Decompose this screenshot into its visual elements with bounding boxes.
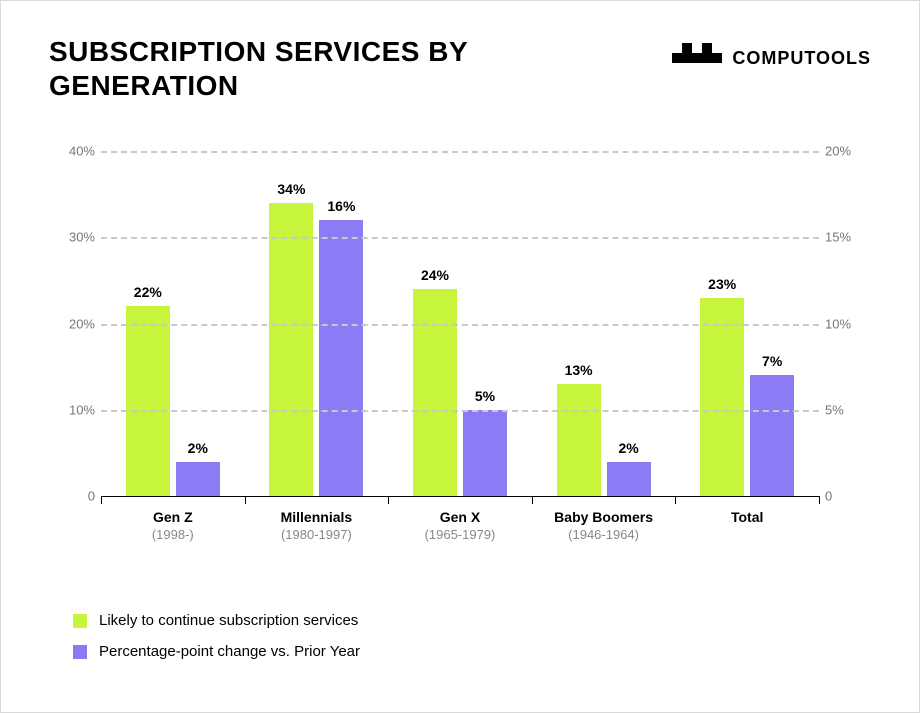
- bar-value-label: 23%: [692, 276, 752, 292]
- legend-text: Percentage-point change vs. Prior Year: [99, 643, 360, 660]
- x-label-secondary: (1998-): [101, 527, 245, 542]
- bar-change: [607, 462, 651, 497]
- x-label-secondary: (1946-1964): [532, 527, 676, 542]
- bar-likely: [557, 384, 601, 496]
- x-label-secondary: (1980-1997): [245, 527, 389, 542]
- bar-likely: [700, 298, 744, 496]
- brand: COMPUTOOLS: [672, 41, 871, 75]
- grid-line: [101, 324, 819, 326]
- bar-likely: [269, 203, 313, 496]
- x-axis-labels: Gen Z(1998-)Millennials(1980-1997)Gen X(…: [101, 501, 819, 551]
- computools-logo-icon: [672, 41, 722, 75]
- legend-text: Likely to continue subscription services: [99, 612, 358, 629]
- bar-likely: [126, 306, 170, 496]
- x-label: Total: [675, 501, 819, 551]
- x-label-primary: Total: [675, 509, 819, 525]
- grid-line: [101, 237, 819, 239]
- grid-line: [101, 410, 819, 412]
- y-left-tick: 40%: [57, 144, 95, 159]
- legend-item: Likely to continue subscription services: [73, 612, 360, 629]
- x-label-primary: Baby Boomers: [532, 509, 676, 525]
- bar-value-label: 2%: [599, 440, 659, 456]
- y-right-tick: 15%: [825, 230, 863, 245]
- header: SUBSCRIPTION SERVICES BY GENERATION COMP…: [49, 35, 871, 102]
- y-right-tick: 20%: [825, 144, 863, 159]
- legend-item: Percentage-point change vs. Prior Year: [73, 643, 360, 660]
- legend-swatch: [73, 614, 87, 628]
- y-right-tick: 0: [825, 489, 863, 504]
- bar-value-label: 16%: [311, 198, 371, 214]
- legend-swatch: [73, 645, 87, 659]
- x-label: Baby Boomers (1946-1964): [532, 501, 676, 551]
- y-left-tick: 0: [57, 489, 95, 504]
- legend: Likely to continue subscription services…: [73, 612, 360, 674]
- bar-change: [176, 462, 220, 497]
- bar-change: [750, 375, 794, 496]
- bar-value-label: 7%: [742, 353, 802, 369]
- x-label-primary: Millennials: [245, 509, 389, 525]
- x-label-primary: Gen Z: [101, 509, 245, 525]
- bar-value-label: 34%: [261, 181, 321, 197]
- bar-value-label: 5%: [455, 388, 515, 404]
- plot-area: 22%2%34%16%24%5%13%2%23%7% 0010%5%20%10%…: [101, 151, 819, 497]
- chart-card: SUBSCRIPTION SERVICES BY GENERATION COMP…: [0, 0, 920, 713]
- bar-value-label: 2%: [168, 440, 228, 456]
- bar-value-label: 24%: [405, 267, 465, 283]
- chart-title: SUBSCRIPTION SERVICES BY GENERATION: [49, 35, 529, 102]
- bar-change: [319, 220, 363, 496]
- x-axis-tick: [819, 496, 820, 504]
- y-right-tick: 10%: [825, 316, 863, 331]
- y-left-tick: 30%: [57, 230, 95, 245]
- bar-value-label: 13%: [549, 362, 609, 378]
- x-label-secondary: (1965-1979): [388, 527, 532, 542]
- y-right-tick: 5%: [825, 402, 863, 417]
- bar-value-label: 22%: [118, 284, 178, 300]
- x-label-primary: Gen X: [388, 509, 532, 525]
- brand-name: COMPUTOOLS: [732, 48, 871, 69]
- grid-line: [101, 151, 819, 153]
- x-label: Gen Z (1998-): [101, 501, 245, 551]
- y-left-tick: 10%: [57, 402, 95, 417]
- y-left-tick: 20%: [57, 316, 95, 331]
- chart: 22% 2% 34%16% 24% 5% 13% 2% 23% 7% 0 0 10% 5% 20% 10%…: [49, 151, 871, 551]
- bar-likely: [413, 289, 457, 496]
- x-label: Millennials (1980-1997): [245, 501, 389, 551]
- x-label: Gen X (1965-1979): [388, 501, 532, 551]
- bar-change: [463, 410, 507, 496]
